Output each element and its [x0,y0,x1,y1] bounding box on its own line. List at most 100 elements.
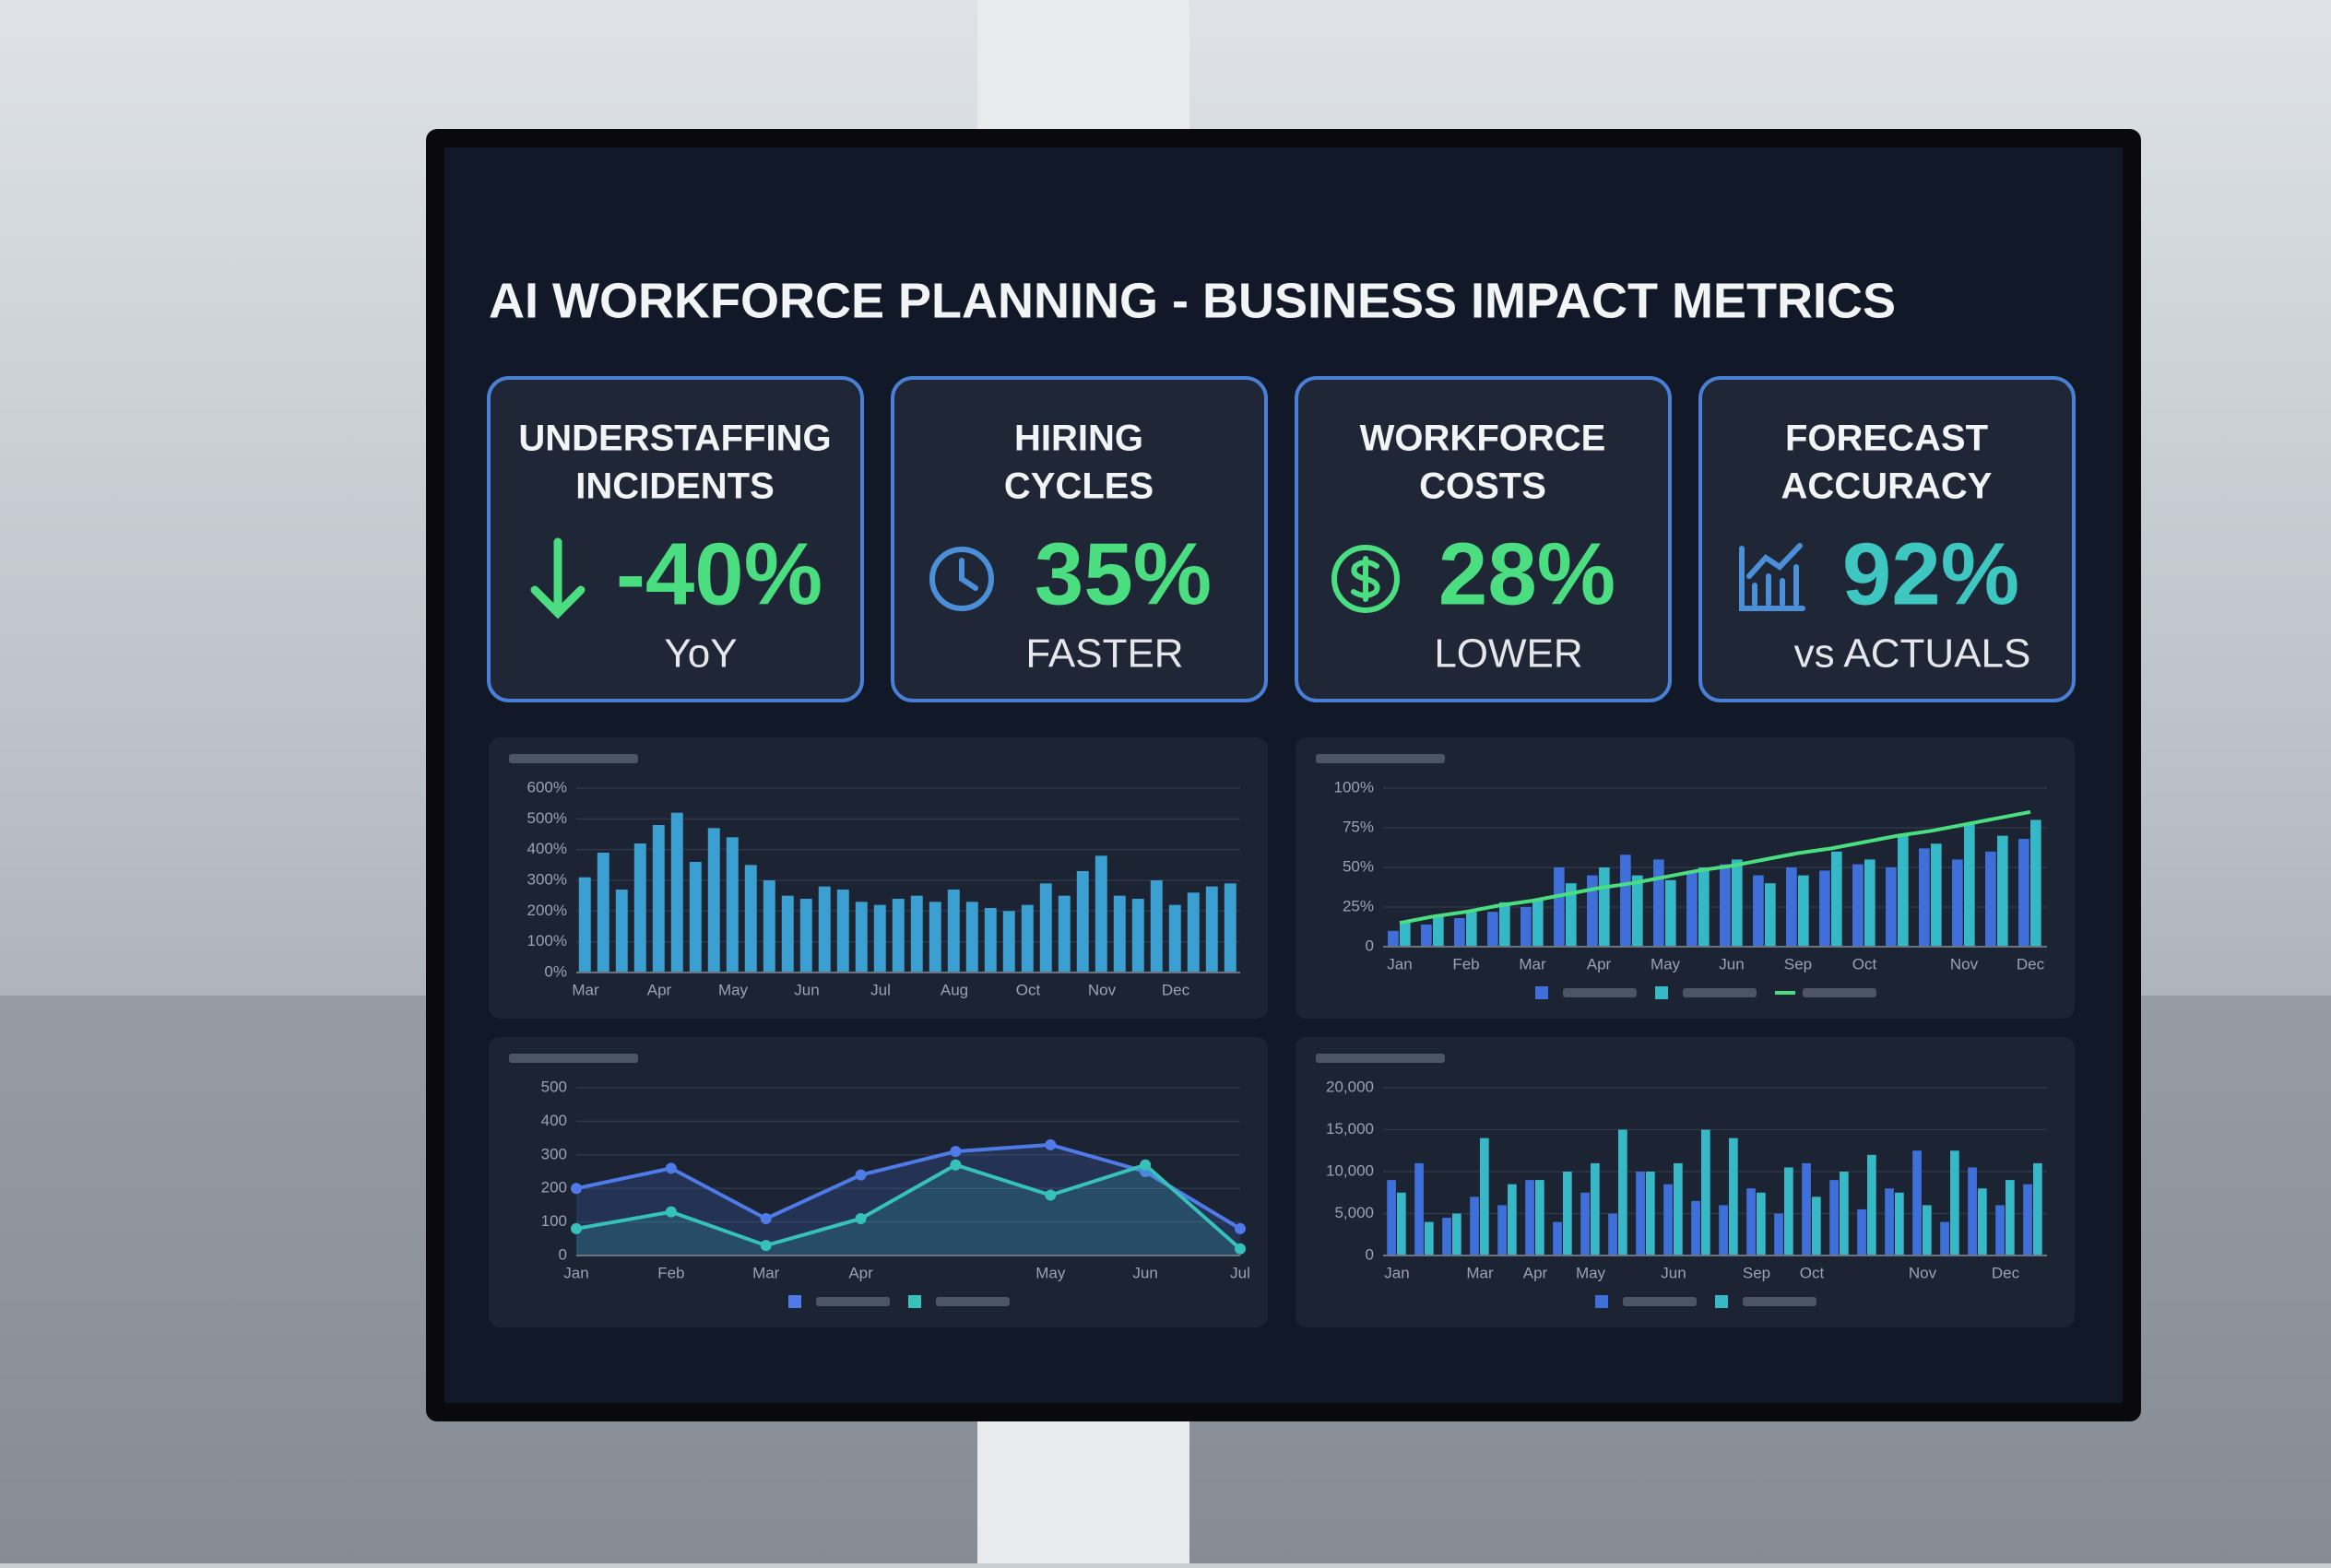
bar [1425,1221,1434,1256]
bar [1774,1213,1783,1256]
y-tick-label: 0 [559,1245,567,1263]
x-tick-label: Jun [1661,1264,1686,1281]
bar [1686,870,1698,947]
bar [1508,1184,1517,1256]
bar [1452,1213,1461,1256]
y-tick-label: 100% [1334,778,1374,796]
bar [2006,1180,2015,1256]
y-tick-label: 50% [1343,857,1374,875]
kpi-value: 92% [1842,525,2019,623]
kpi-note: vs ACTUALS [1794,631,2031,677]
y-tick-label: 300% [527,870,567,888]
x-tick-label: May [718,981,749,998]
bar [1952,859,1963,947]
x-tick-label: Mar [572,981,599,998]
legend-swatch [1595,1295,1608,1308]
bar [1421,924,1432,947]
y-tick-label: 400 [541,1112,567,1129]
y-tick-label: 100 [541,1212,567,1230]
point [665,1206,677,1218]
y-tick-label: 10,000 [1326,1161,1374,1179]
bar [1831,851,1842,947]
y-tick-label: 500% [527,809,567,827]
point [1045,1189,1057,1201]
bar [1553,1221,1562,1256]
x-tick-label: Sep [1784,955,1812,973]
bar [1400,923,1411,947]
bar [1968,1167,1977,1256]
bar [1580,1192,1590,1256]
bar [1784,1167,1793,1256]
bar [1665,879,1676,947]
bar [1646,1172,1655,1256]
kpi-label: INCIDENTS [575,466,775,507]
kpi-label: FORECAST [1785,419,1988,459]
bar [689,862,702,973]
legend-swatch [1535,986,1548,999]
bar [1985,851,1996,947]
point [571,1222,582,1234]
bar [1857,1208,1866,1256]
bar [1397,1192,1406,1256]
bar [1632,875,1643,947]
x-tick-label: Mar [1466,1264,1494,1281]
bar [1566,883,1577,947]
y-tick-label: 300 [541,1145,567,1162]
bar [1487,912,1498,947]
kpi-note: FASTER [1025,631,1183,677]
x-tick-label: Dec [1992,1264,2020,1281]
y-tick-label: 100% [527,932,567,949]
kpi-label: COSTS [1419,466,1546,507]
bar [597,853,609,973]
bar [781,895,794,973]
x-tick-label: Oct [1852,955,1877,973]
bar [1414,1162,1424,1256]
bar [615,890,628,973]
bar [763,880,775,973]
bar [1663,1184,1673,1256]
bar [1021,904,1034,973]
bar [1454,918,1465,947]
bar [1187,892,1200,973]
x-tick-label: Nov [1950,955,1979,973]
bar [1433,914,1444,947]
bar [2023,1184,2032,1256]
y-tick-label: 200% [527,902,567,919]
bar [1720,864,1731,947]
bar [1885,1188,1894,1256]
kpi-card [487,376,864,702]
y-tick-label: 20,000 [1326,1078,1374,1095]
bar [707,828,720,973]
bar [1864,859,1875,947]
bar [1912,1150,1922,1256]
bar [1618,1129,1627,1256]
x-tick-label: Jun [794,981,819,998]
x-tick-label: Oct [1800,1264,1825,1281]
x-tick-label: Feb [657,1264,684,1281]
bar [1919,848,1930,947]
bar [2030,819,2041,947]
point [760,1240,772,1252]
bar [1674,1162,1683,1256]
bar [818,886,831,973]
point [1045,1138,1057,1150]
x-tick-label: Jul [870,981,891,998]
kpi-note: LOWER [1434,631,1582,677]
bar [744,865,757,973]
kpi-cards: UNDERSTAFFING INCIDENTS -40% YoY HIRING CYCLE… [487,376,2076,702]
bar [1205,886,1218,973]
bar [1898,835,1909,947]
x-tick-label: Dec [2017,955,2045,973]
y-tick-label: 500 [541,1078,567,1095]
bar [1701,1129,1710,1256]
x-tick-label: Apr [647,981,672,998]
bar [1535,1180,1544,1256]
dollar-icon [1331,545,1400,613]
x-tick-label: Apr [848,1264,873,1281]
bar [1931,843,1942,947]
legend-label-placeholder [816,1297,890,1306]
kpi-label: WORKFORCE [1360,419,1606,459]
bar [1599,867,1610,947]
bar [1168,904,1181,973]
bar [910,895,923,973]
